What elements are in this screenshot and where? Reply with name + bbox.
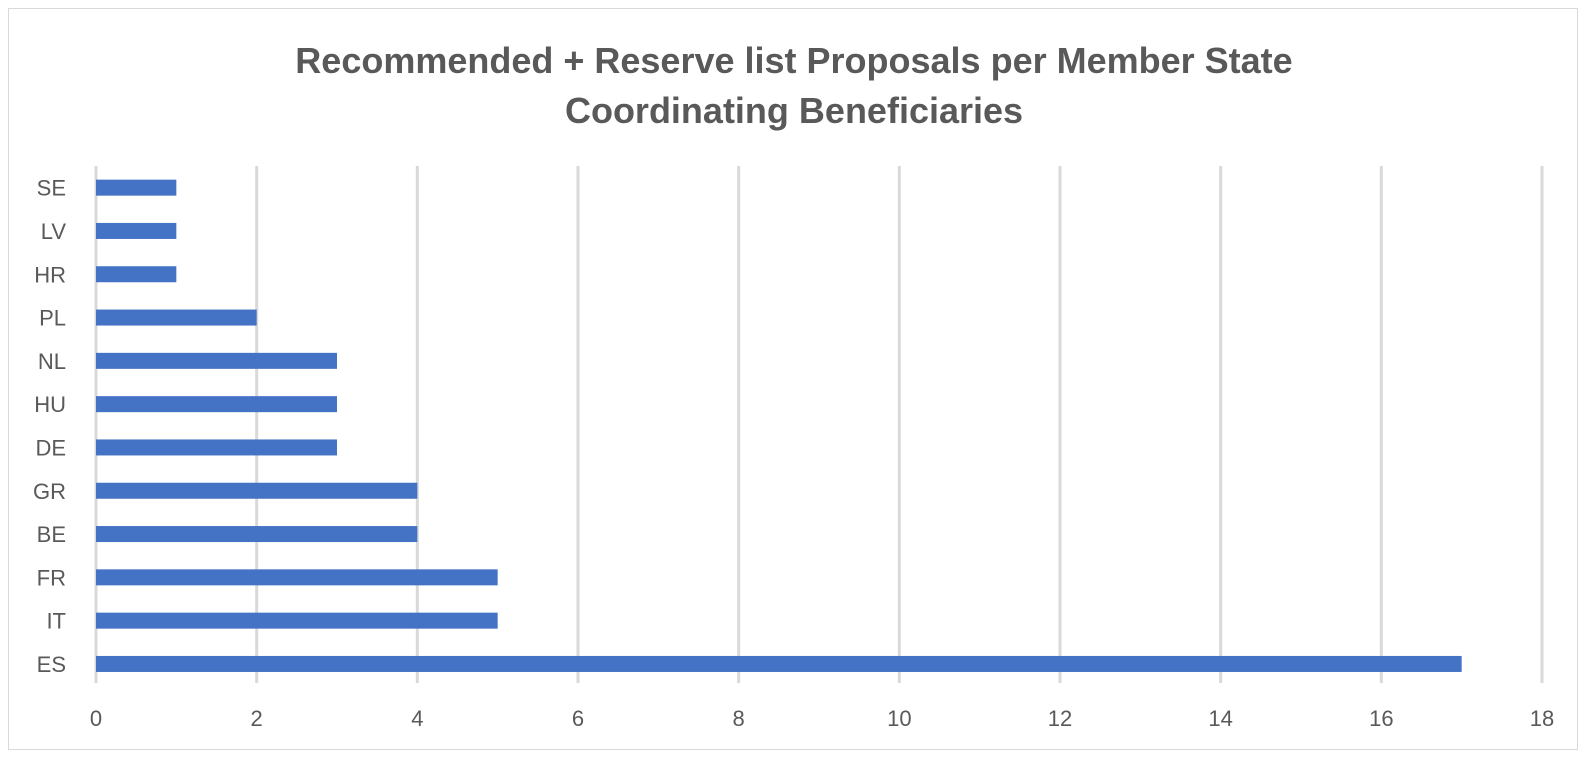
bar [96, 655, 1462, 672]
x-tick-label: 4 [411, 706, 423, 731]
bar [96, 266, 177, 283]
x-tick-label: 16 [1369, 706, 1393, 731]
x-tick-label: 10 [887, 706, 911, 731]
category-label: HU [34, 392, 66, 417]
bar [96, 439, 337, 456]
category-label: GR [33, 479, 66, 504]
gridlines [94, 166, 1544, 683]
chart-title-line-1: Recommended + Reserve list Proposals per… [295, 40, 1293, 81]
x-tick-label: 8 [733, 706, 745, 731]
bar [96, 309, 257, 326]
category-label: DE [35, 435, 66, 460]
category-label: ES [37, 652, 66, 677]
bar [96, 612, 498, 629]
x-tick-label: 6 [572, 706, 584, 731]
bar [96, 179, 177, 196]
chart-title-line-2: Coordinating Beneficiaries [564, 90, 1024, 131]
category-label: PL [39, 306, 66, 331]
category-label: HR [34, 262, 66, 287]
bars [96, 179, 1462, 672]
bar [96, 352, 337, 369]
category-labels: SE LV HR PL NL HU DE GR BE FR IT ES [33, 176, 66, 677]
category-label: IT [46, 609, 66, 634]
x-tick-labels: 0 2 4 6 8 10 12 14 16 18 [90, 706, 1554, 731]
x-tick-label: 12 [1048, 706, 1072, 731]
category-label: BE [37, 522, 66, 547]
x-tick-label: 2 [251, 706, 263, 731]
category-label: FR [37, 565, 66, 590]
category-label: LV [41, 219, 67, 244]
bar [96, 569, 498, 586]
chart-title: Recommended + Reserve list Proposals per… [0, 36, 1588, 136]
bar [96, 482, 418, 499]
category-label: SE [37, 176, 66, 201]
bar [96, 396, 337, 413]
x-tick-label: 14 [1208, 706, 1232, 731]
bar [96, 222, 177, 239]
x-tick-label: 0 [90, 706, 102, 731]
x-tick-label: 18 [1530, 706, 1554, 731]
bar [96, 526, 418, 543]
category-label: NL [38, 349, 66, 374]
